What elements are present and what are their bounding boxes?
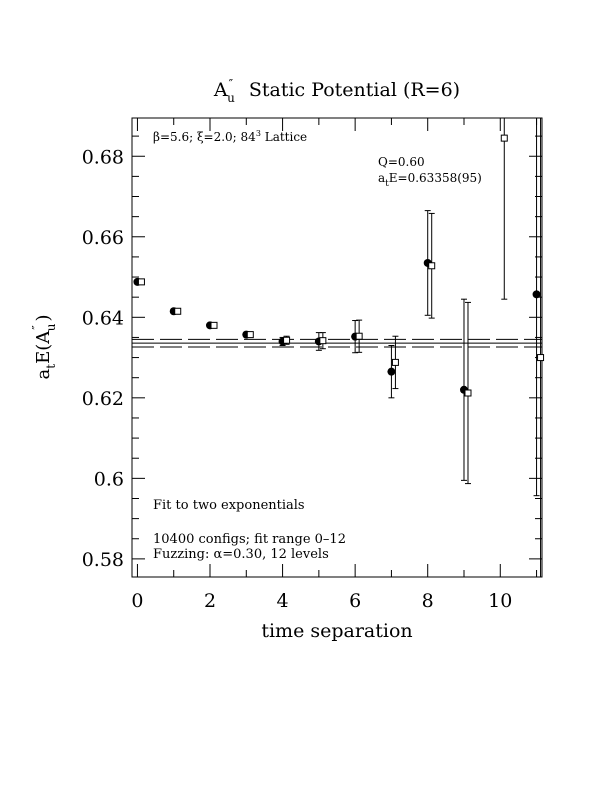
q-annotation: Q=0.60 (378, 155, 425, 169)
square-point (283, 335, 291, 345)
square-marker (246, 331, 254, 339)
chart-title: A″ u Static Potential (R=6) (213, 77, 460, 105)
fit-result-annotation: atE=0.63358(95) (378, 171, 482, 189)
square-marker (537, 354, 545, 362)
y-tick-label: 0.6 (94, 468, 124, 490)
x-tick-label: 4 (277, 590, 289, 612)
plot-frame (131, 117, 543, 578)
x-axis-label: time separation (261, 620, 412, 642)
square-point (319, 332, 327, 350)
circle-marker (532, 290, 541, 299)
circle-point (532, 118, 541, 497)
square-point (355, 319, 363, 353)
y-tick-label: 0.68 (82, 146, 124, 168)
lattice-annotation: β=5.6; ξ=2.0; 843 Lattice (153, 129, 307, 144)
square-point (246, 331, 254, 339)
fuzzing-annotation: Fuzzing: α=0.30, 12 levels (153, 547, 329, 562)
square-point (137, 278, 145, 286)
square-marker (500, 134, 508, 142)
circle-marker (387, 367, 396, 376)
x-tick-label: 6 (349, 590, 361, 612)
x-tick-label: 10 (488, 590, 512, 612)
square-point (464, 301, 472, 485)
y-tick-label: 0.58 (82, 549, 124, 571)
square-point (537, 118, 545, 577)
square-marker (391, 358, 399, 366)
square-point (391, 335, 399, 390)
square-marker (464, 389, 472, 397)
configs-annotation: 10400 configs; fit range 0–12 (153, 532, 346, 547)
fit-type-annotation: Fit to two exponentials (153, 498, 305, 513)
y-axis-label: atE(A″u) (30, 315, 58, 380)
y-tick-label: 0.64 (82, 307, 124, 329)
square-point (210, 321, 218, 329)
square-marker (210, 321, 218, 329)
y-tick-label: 0.62 (82, 388, 124, 410)
circle-point (387, 344, 396, 399)
x-tick-label: 0 (131, 590, 143, 612)
y-tick-label: 0.66 (82, 227, 124, 249)
x-tick-label: 8 (422, 590, 434, 612)
square-point (174, 307, 182, 315)
square-marker (137, 278, 145, 286)
square-marker (319, 337, 327, 345)
fit-band (132, 338, 542, 348)
square-marker (283, 336, 291, 344)
square-marker (428, 262, 436, 270)
square-marker (174, 307, 182, 315)
data-points (133, 118, 545, 577)
square-point (428, 212, 436, 319)
square-marker (355, 332, 363, 340)
square-point (500, 118, 508, 300)
x-tick-label: 2 (204, 590, 216, 612)
